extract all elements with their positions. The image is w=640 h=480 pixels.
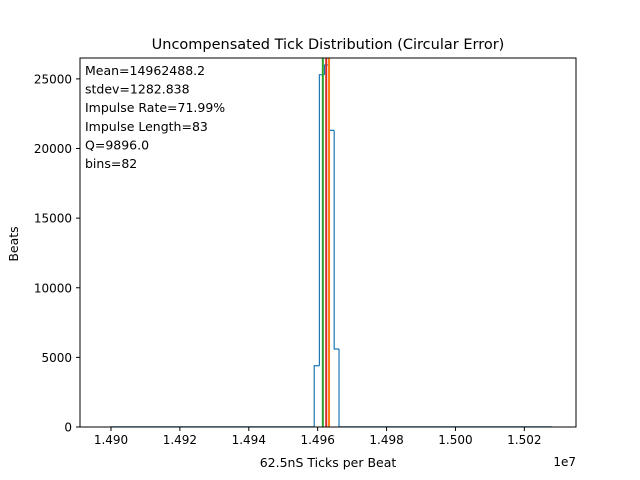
x-tick-label: 1.492 — [163, 433, 197, 447]
histogram-bin — [323, 64, 330, 75]
y-tick-label: 0 — [64, 421, 72, 435]
x-axis-offset-label: 1e7 — [553, 455, 576, 469]
plot-frame — [79, 57, 577, 428]
chart-title: Uncompensated Tick Distribution (Circula… — [152, 37, 505, 53]
x-tick-label: 1.496 — [300, 433, 334, 447]
stats-annotation: Mean=14962488.2 — [85, 63, 205, 78]
y-axis-ticks: 0 5000 10000 15000 20000 25000 — [34, 72, 80, 435]
x-tick-label: 1.502 — [507, 433, 541, 447]
y-tick-label: 10000 — [34, 281, 72, 295]
y-tick-label: 15000 — [34, 212, 72, 226]
x-tick-label: 1.498 — [369, 433, 403, 447]
x-axis-label: 62.5nS Ticks per Beat — [260, 455, 397, 470]
y-tick-label: 5000 — [41, 351, 72, 365]
histogram-bin — [338, 349, 552, 428]
stats-annotation: Impulse Length=83 — [85, 119, 208, 134]
stats-annotation: Impulse Rate=71.99% — [85, 100, 225, 115]
x-tick-label: 1.500 — [438, 433, 472, 447]
stats-annotations: Mean=14962488.2 stdev=1282.838 Impulse Rat… — [85, 63, 225, 171]
x-axis-ticks: 1.490 1.492 1.494 1.496 1.498 1.500 1.502 — [94, 427, 542, 447]
y-tick-label: 20000 — [34, 142, 72, 156]
x-tick-label: 1.494 — [232, 433, 266, 447]
stats-annotation: stdev=1282.838 — [85, 82, 190, 97]
histogram-bin — [333, 130, 340, 350]
reference-lines-layer — [321, 58, 331, 427]
y-axis-label: Beats — [6, 226, 21, 261]
histogram-bin — [313, 365, 320, 427]
stats-annotation: Q=9896.0 — [85, 137, 149, 152]
stats-annotation: bins=82 — [85, 156, 137, 171]
y-tick-label: 25000 — [34, 72, 72, 86]
x-tick-label: 1.490 — [94, 433, 128, 447]
histogram-bin — [328, 64, 335, 132]
